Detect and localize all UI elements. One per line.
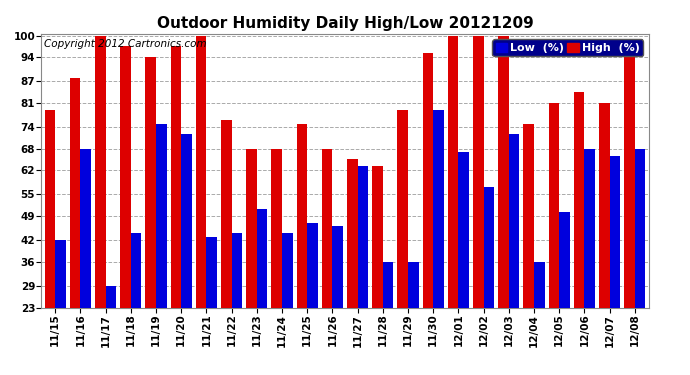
Bar: [322, 148, 333, 308]
Bar: [574, 92, 584, 308]
Title: Outdoor Humidity Daily High/Low 20121209: Outdoor Humidity Daily High/Low 20121209: [157, 16, 533, 31]
Bar: [599, 103, 609, 308]
Bar: [120, 46, 131, 308]
Bar: [45, 110, 55, 308]
Bar: [509, 134, 520, 308]
Bar: [70, 78, 81, 308]
Bar: [271, 148, 282, 308]
Bar: [559, 212, 570, 308]
Bar: [357, 166, 368, 308]
Bar: [170, 46, 181, 308]
Bar: [524, 124, 534, 308]
Bar: [282, 233, 293, 308]
Bar: [206, 237, 217, 308]
Bar: [458, 152, 469, 308]
Bar: [181, 134, 192, 308]
Bar: [146, 57, 156, 308]
Bar: [498, 36, 509, 308]
Bar: [81, 148, 91, 308]
Bar: [106, 286, 116, 308]
Bar: [347, 159, 357, 308]
Bar: [95, 36, 106, 308]
Legend: Low  (%), High  (%): Low (%), High (%): [492, 39, 643, 56]
Bar: [383, 262, 393, 308]
Bar: [131, 233, 141, 308]
Bar: [549, 103, 559, 308]
Bar: [246, 148, 257, 308]
Bar: [635, 148, 645, 308]
Bar: [433, 110, 444, 308]
Bar: [333, 226, 343, 308]
Bar: [55, 240, 66, 308]
Bar: [297, 124, 307, 308]
Bar: [534, 262, 544, 308]
Bar: [257, 209, 268, 308]
Bar: [232, 233, 242, 308]
Bar: [307, 223, 318, 308]
Bar: [584, 148, 595, 308]
Bar: [448, 36, 458, 308]
Text: Copyright 2012 Cartronics.com: Copyright 2012 Cartronics.com: [44, 39, 207, 49]
Bar: [422, 53, 433, 307]
Bar: [221, 120, 232, 308]
Bar: [196, 36, 206, 308]
Bar: [484, 188, 494, 308]
Bar: [156, 124, 166, 308]
Bar: [473, 36, 484, 308]
Bar: [408, 262, 419, 308]
Bar: [624, 53, 635, 307]
Bar: [372, 166, 383, 308]
Bar: [397, 110, 408, 308]
Bar: [609, 156, 620, 308]
